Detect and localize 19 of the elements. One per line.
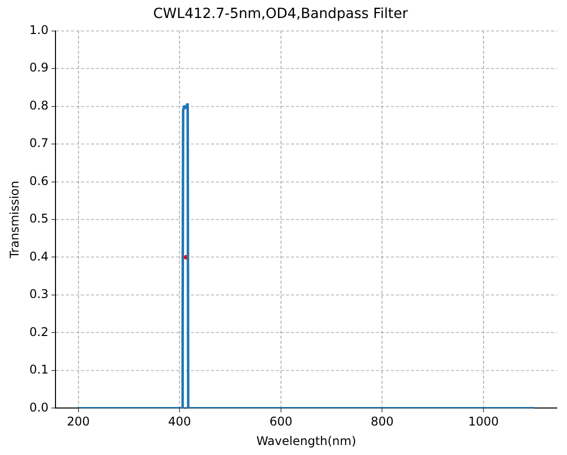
y-tick-label: 1.0	[29, 22, 48, 37]
y-tick-label: 0.0	[29, 400, 48, 414]
x-tick-label: 200	[66, 414, 90, 429]
x-tick-label: 400	[168, 414, 192, 429]
y-axis-title: Transmission	[7, 180, 22, 260]
y-tick-label: 0.1	[29, 362, 48, 377]
y-tick-label: 0.8	[29, 98, 48, 112]
y-tick-label: 0.5	[29, 212, 48, 226]
x-tick-label: 600	[269, 414, 292, 429]
y-tick-label: 0.3	[29, 287, 48, 302]
y-tick-label: 0.7	[29, 136, 48, 150]
x-axis-title: Wavelength(nm)	[256, 434, 356, 448]
y-tick-label: 0.2	[29, 324, 48, 339]
chart-title: CWL412.7-5nm,OD4,Bandpass Filter	[153, 6, 408, 22]
x-tick-label: 800	[370, 414, 394, 429]
y-tick-label: 0.9	[29, 60, 48, 75]
y-tick-label: 0.6	[29, 174, 48, 188]
x-tick-label: 1000	[468, 414, 499, 429]
y-tick-label: 0.4	[29, 249, 48, 264]
